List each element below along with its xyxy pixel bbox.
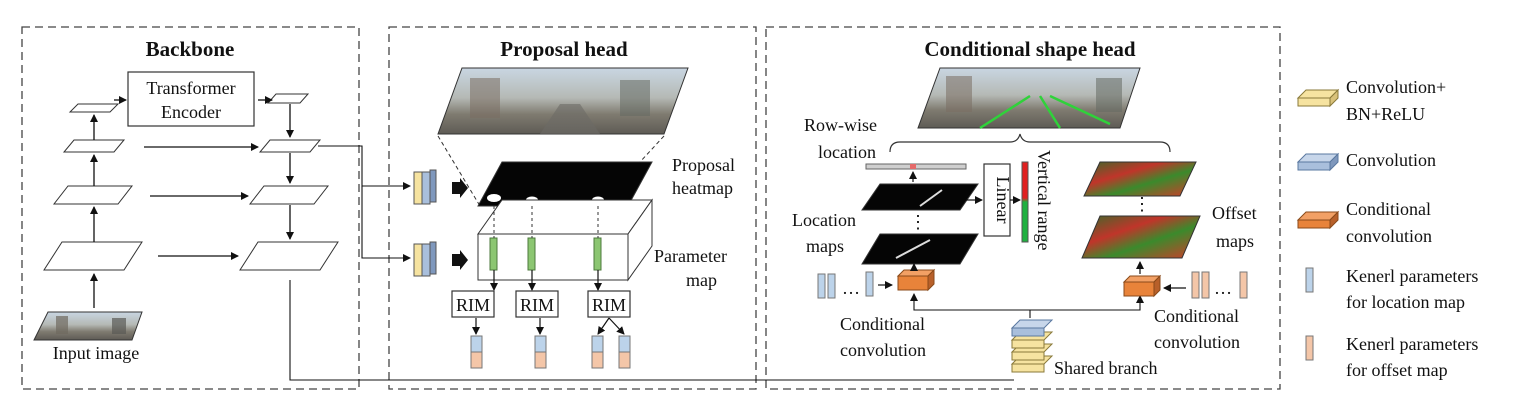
proposal-head-frame [388,26,757,390]
feature-plane-r2 [258,139,322,153]
parameter-map [477,198,653,282]
location-map-top [861,183,979,211]
legend-label-kernel-offset-2: for offset map [1346,360,1448,380]
proposal-conv-stack-lower [413,241,437,277]
vertical-range-bar [1021,161,1029,243]
rim-label-1: RIM [456,295,490,315]
location-kernel-params [817,271,874,299]
feature-plane-l3 [52,185,134,205]
proposal-heatmap-label-2: heatmap [672,178,733,198]
legend-label-conv-bn-relu-2: BN+ReLU [1346,104,1425,124]
feature-plane-r4 [239,241,339,271]
location-vdots: ⋮ [909,212,927,232]
input-image-label: Input image [53,343,139,363]
legend-label-conv-bn-relu-1: Convolution+ [1346,77,1446,97]
conditional-head-title: Conditional shape head [924,37,1136,61]
legend-label-conv: Convolution [1346,150,1436,170]
legend-label-cond-conv-1: Conditional [1346,199,1431,219]
offset-maps-label-1: Offset [1212,203,1257,223]
parameter-map-label-1: Parameter [654,246,727,266]
cond-conv-right-label-2: convolution [1154,332,1240,352]
linear-label: Linear [993,177,1013,224]
brace [889,133,1171,153]
projection-line-left [437,135,481,207]
offset-map-bottom [1081,215,1201,259]
legend-label-kernel-location-2: for location map [1346,292,1465,312]
arrow-rim3-kernel-b [608,317,625,335]
linear-box [983,163,1011,237]
conditional-head-frame [765,26,1281,390]
shared-branch-label: Shared branch [1054,358,1157,378]
offset-map-top [1083,161,1197,197]
feature-plane-l1 [68,103,120,113]
legend-item-kernel-offset: Kenerl parameters for offset map [1305,334,1478,380]
legend-item-conv: Convolution [1296,150,1436,172]
offset-kernel-ellipsis: … [1214,278,1232,298]
proposal-arrow-lower [452,250,468,270]
cond-conv-left-label-1: Conditional [840,314,925,334]
rim-box-2 [515,290,559,318]
arrow-rim3-kernel-a [597,317,610,335]
proposal-heatmap [477,161,653,207]
feature-plane-r3 [248,185,330,205]
location-maps-label-2: maps [806,236,844,256]
location-kernel-ellipsis: … [842,278,860,298]
proposal-conv-stack-upper [413,169,437,205]
kernel-output-2 [534,335,547,369]
row-wise-location-strip [865,163,967,170]
connector-to-shared-branch [289,280,1014,381]
offset-kernel-params [1191,271,1248,299]
offset-vdots: ⋮ [1133,194,1151,214]
rim-label-3: RIM [592,295,626,315]
proposal-arrow-upper [452,178,468,198]
row-wise-label-2: location [818,142,876,162]
transformer-encoder-box [127,71,255,127]
conditional-image-thumbnail [917,67,1141,130]
location-maps-label-1: Location [792,210,856,230]
rim-label-2: RIM [520,295,554,315]
connector-to-upper-conv [318,145,411,190]
shared-to-left-condconv [910,293,1031,318]
projection-line-right [639,135,665,163]
feature-plane-r1 [266,93,310,104]
transformer-encoder-label-2: Encoder [161,102,221,122]
conditional-conv-block-right [1122,274,1162,298]
heatmap-peak-1 [487,194,501,202]
parameter-slice-2 [527,237,536,271]
vertical-range-label: Vertical range [1034,150,1054,250]
legend-item-kernel-location: Kenerl parameters for location map [1305,266,1478,312]
rim-box-1 [451,290,495,318]
proposal-head-title: Proposal head [500,37,628,61]
legend-item-conv-bn-relu: Convolution+ BN+ReLU [1296,77,1446,124]
kernel-output-1 [470,335,483,369]
backbone-title: Backbone [146,37,235,61]
shared-branch-stack [1010,319,1054,373]
kernel-output-3 [591,335,604,369]
proposal-image-thumbnail [437,67,689,135]
parameter-slice-3 [593,237,602,271]
feature-plane-l2 [62,139,126,153]
transformer-encoder-label-1: Transformer [146,78,235,98]
legend-label-cond-conv-2: convolution [1346,226,1432,246]
kernel-output-4 [618,335,631,369]
conditional-conv-block-left [896,268,936,292]
rim-box-3 [587,290,631,318]
parameter-map-label-2: map [686,270,717,290]
cond-conv-left-label-2: convolution [840,340,926,360]
input-image-thumbnail [33,311,143,341]
offset-maps-label-2: maps [1216,231,1254,251]
location-map-bottom [861,233,979,265]
legend-label-kernel-offset-1: Kenerl parameters [1346,334,1478,354]
connector-to-lower-conv [361,186,411,262]
row-wise-label-1: Row-wise [804,115,877,135]
backbone-frame [21,26,360,390]
parameter-slice-1 [489,237,498,271]
legend-label-kernel-location-1: Kenerl parameters [1346,266,1478,286]
cond-conv-right-label-1: Conditional [1154,306,1239,326]
feature-plane-l4 [43,241,143,271]
proposal-heatmap-label-1: Proposal [672,155,735,175]
shared-to-right-condconv [1030,295,1144,311]
legend-item-cond-conv: Conditional convolution [1296,199,1432,246]
